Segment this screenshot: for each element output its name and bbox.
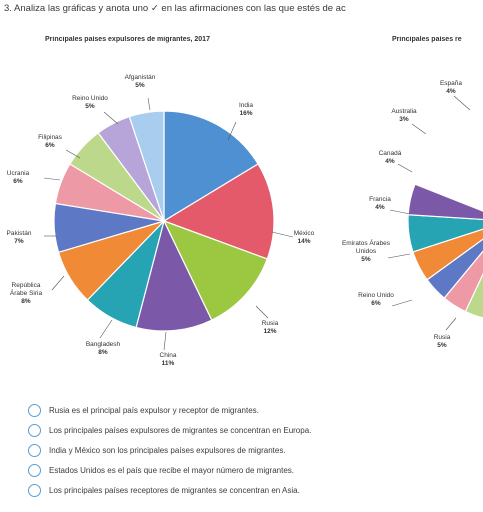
- pie1-label-china: China 11%: [159, 352, 177, 367]
- option-3[interactable]: India y México son los principales paíse…: [28, 440, 483, 460]
- pie1-label-rusia: Rusia 12%: [261, 320, 279, 335]
- pie1-label-india: India 16%: [238, 102, 254, 117]
- pie1-slice-mexico: [162, 163, 275, 260]
- pie1-label-ucrania: Ucrania 6%: [6, 170, 30, 185]
- leader-line-15: [389, 209, 411, 215]
- leader-line-14: [397, 163, 413, 173]
- option-4-text: Estados Unidos es el país que recibe el …: [49, 465, 295, 475]
- leader-line-17: [391, 299, 413, 307]
- pie1-label-pakistan: Pakistán 7%: [6, 230, 32, 245]
- pie1-slice-afganistan: [128, 110, 165, 222]
- option-4[interactable]: Estados Unidos es el país que recibe el …: [28, 460, 483, 480]
- pie2-label-canada: Canadá 4%: [378, 150, 402, 165]
- radio-option-2[interactable]: [28, 423, 41, 437]
- pie2-label-espana: España 4%: [439, 80, 463, 95]
- leader-line-6: [51, 275, 65, 291]
- option-5[interactable]: Los principales países receptores de mig…: [28, 480, 483, 500]
- pie1-label-bangladesh: Bangladesh 8%: [85, 341, 121, 356]
- leader-line-12: [453, 95, 471, 111]
- option-1-text: Rusia es el principal país expulsor y re…: [49, 405, 259, 415]
- radio-option-3[interactable]: [28, 443, 41, 457]
- option-2-text: Los principales países expulsores de mig…: [49, 425, 312, 435]
- leader-line-9: [65, 149, 81, 159]
- option-1[interactable]: Rusia es el principal país expulsor y re…: [28, 400, 483, 420]
- leader-line-18: [445, 317, 457, 331]
- pie1-label-afganistan: Afganistán 5%: [124, 74, 156, 89]
- leader-lines: [43, 95, 471, 351]
- leader-line-1: [227, 121, 237, 141]
- pie-chart-immigration: [407, 183, 483, 319]
- leader-line-2: [271, 231, 294, 238]
- option-2[interactable]: Los principales países expulsores de mig…: [28, 420, 483, 440]
- pie2-label-francia: Francia 4%: [369, 196, 391, 211]
- pie2-label-emiratos-arabes-unidos: Emiratos Árabes Unidos 5%: [341, 240, 391, 263]
- pie1-label-mexico: México 14%: [293, 230, 315, 245]
- leader-line-10: [103, 111, 119, 125]
- pie2-label-reino-unido: Reino Unido 6%: [358, 292, 394, 307]
- pie2-label-australia: Australia 3%: [391, 108, 417, 123]
- leader-line-3: [255, 305, 269, 319]
- pie1-label-republica-arabe-siria: República Árabe Siria 8%: [9, 282, 43, 305]
- option-3-text: India y México son los principales paíse…: [49, 445, 286, 455]
- pie2-label-rusia: Rusia 5%: [433, 334, 451, 349]
- radio-option-1[interactable]: [28, 403, 41, 417]
- question-text: 3. Analiza las gráficas y anota uno ✓ en…: [4, 3, 346, 14]
- leader-line-13: [411, 123, 427, 135]
- options-list: Rusia es el principal país expulsor y re…: [28, 400, 483, 500]
- leader-line-8: [43, 177, 61, 181]
- chart-1-title: Principales países expulsores de migrant…: [45, 36, 210, 43]
- pie1-slice-rusia: [162, 219, 269, 321]
- radio-option-5[interactable]: [28, 483, 41, 497]
- pie1-slice-india: [163, 110, 259, 223]
- pie-charts: [43, 95, 483, 351]
- pie1-label-reino-unido: Reino Unido 5%: [72, 95, 108, 110]
- leader-line-11: [147, 97, 151, 111]
- leader-line-16: [387, 253, 411, 259]
- leader-line-4: [163, 331, 167, 351]
- leader-line-5: [99, 319, 113, 339]
- pie-chart-emigration: [53, 110, 275, 332]
- pie1-label-filipinas: Filipinas 6%: [38, 134, 62, 149]
- chart-2-title: Principales países re: [392, 36, 462, 43]
- pie1-slice-china: [135, 219, 213, 332]
- pie2-slice-rusia: [407, 183, 483, 221]
- radio-option-4[interactable]: [28, 463, 41, 477]
- option-5-text: Los principales países receptores de mig…: [49, 485, 300, 495]
